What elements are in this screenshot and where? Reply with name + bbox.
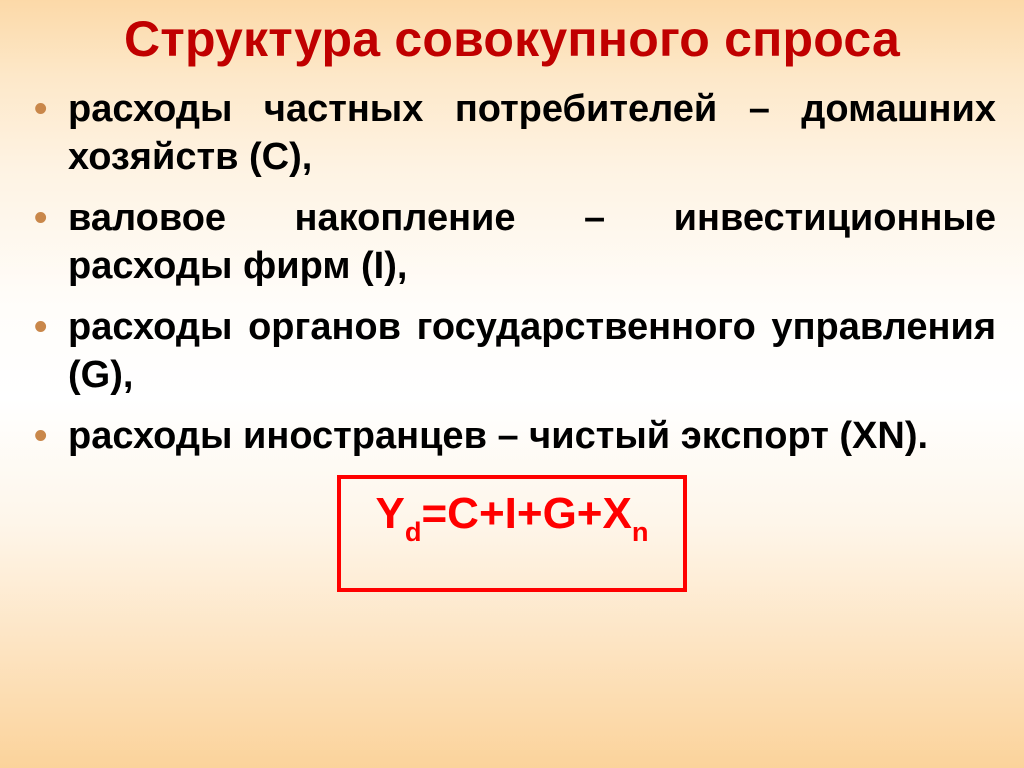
- formula-container: Yd=C+I+G+Xn: [28, 475, 996, 593]
- list-item: валовое накопление – инвестиционные расх…: [28, 195, 996, 290]
- formula-lhs-base: Y: [375, 489, 404, 538]
- formula-lhs-sub: d: [405, 516, 422, 547]
- formula-rhs-sub: n: [632, 516, 649, 547]
- list-item: расходы иностранцев – чистый экспорт (XN…: [28, 413, 996, 461]
- formula-rhs-base: X: [603, 489, 632, 538]
- slide-title: Структура совокупного спроса: [28, 10, 996, 68]
- list-item: расходы органов государственного управле…: [28, 304, 996, 399]
- list-item: расходы частных потребителей – домашних …: [28, 86, 996, 181]
- formula-eq: =C+I+G+: [421, 489, 602, 538]
- bullet-list: расходы частных потребителей – домашних …: [28, 86, 996, 461]
- formula-box: Yd=C+I+G+Xn: [337, 475, 686, 593]
- formula-text: Yd=C+I+G+Xn: [375, 489, 648, 538]
